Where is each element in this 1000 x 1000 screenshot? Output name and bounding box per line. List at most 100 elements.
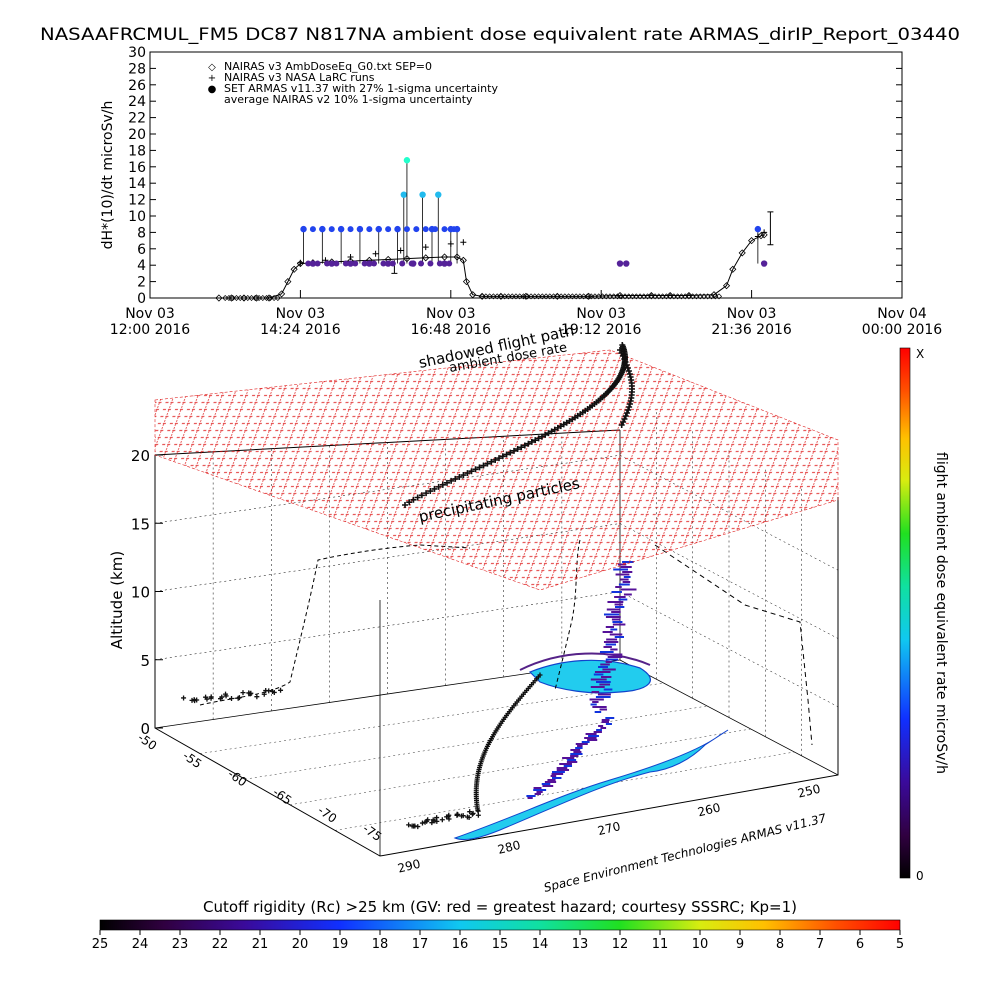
track-mark <box>406 822 412 828</box>
nairas-baseline-point <box>274 295 281 301</box>
colorbar-tick-label: 12 <box>612 937 629 952</box>
armas-point <box>309 260 317 267</box>
ground-projection-track <box>181 672 543 830</box>
armas-point <box>328 260 335 267</box>
right-colorbar-title: flight ambient dose equivalent rate micr… <box>933 452 949 774</box>
legend: ◇ NAIRAS v3 AmbDoseEq_G0.txt SEP=0 + NAIRAS… <box>208 60 499 106</box>
arc-mark <box>548 428 555 435</box>
arc-mark <box>480 462 487 469</box>
larc-plus-point <box>422 244 429 251</box>
track-mark <box>203 694 209 700</box>
track-mark <box>429 820 435 826</box>
nairas-diamond-point <box>469 291 477 299</box>
armas-point <box>616 260 624 267</box>
colorbar-tick-label: 10 <box>692 937 709 952</box>
legend-symbol: ◇ <box>208 62 216 73</box>
arc-mark <box>528 438 535 445</box>
track-mark <box>470 810 476 816</box>
armas-point <box>450 226 457 233</box>
larc-plus-point <box>761 229 768 236</box>
x-tick-label-date: Nov 03 <box>576 306 626 322</box>
track-mark <box>219 694 225 700</box>
colorbar-tick-label: 9 <box>736 937 744 952</box>
arc-mark <box>507 449 514 456</box>
armas-point <box>441 226 448 233</box>
arc-mark <box>625 407 632 413</box>
nairas-diamond-point <box>278 290 286 298</box>
armas-point <box>371 260 378 267</box>
track-mark <box>455 812 461 818</box>
nairas-diamond-point <box>252 294 261 302</box>
y-tick-label: 4 <box>137 258 146 274</box>
y-tick-label: 16 <box>128 160 146 176</box>
armas-point <box>623 260 630 267</box>
ground-track <box>453 652 729 841</box>
colorbar-tick-label: 17 <box>412 937 429 952</box>
track-mark <box>229 696 235 702</box>
armas-point <box>400 191 407 198</box>
colorbar-tick-label: 18 <box>372 937 389 952</box>
y-tick-label: 14 <box>128 176 146 192</box>
arc-mark <box>623 362 630 368</box>
arc-mark <box>423 490 430 497</box>
track-mark <box>278 687 284 693</box>
right-colorbar-top-label: X <box>916 347 924 361</box>
shadow-path-left <box>199 544 471 706</box>
track-mark <box>454 812 460 818</box>
track-mark <box>439 817 445 823</box>
larc-plus-point <box>397 247 404 254</box>
x-tick-label-date: Nov 04 <box>877 306 927 322</box>
larc-plus-point <box>460 239 467 246</box>
arc-mark <box>435 483 442 490</box>
y-tick-label: 6 <box>137 242 146 258</box>
arc-mark <box>410 496 417 503</box>
bottom-colorbar-fill <box>99 919 901 931</box>
arc-mark <box>499 453 506 460</box>
arc-mark <box>521 442 528 449</box>
track-mark <box>425 817 431 823</box>
nairas-diamond-point <box>738 249 746 257</box>
x-tick-label-time: 00:00 2016 <box>862 322 943 338</box>
arc-mark <box>538 433 545 440</box>
armas-point <box>347 260 354 267</box>
arc-mark <box>551 426 558 433</box>
arc-mark <box>452 475 459 482</box>
armas-point <box>338 226 345 233</box>
arc-mark <box>472 466 479 473</box>
shadow-path-mid <box>554 539 581 691</box>
armas-point <box>394 226 401 233</box>
x-tick-label-date: Nov 03 <box>426 306 476 322</box>
lon-tick-label: 290 <box>396 857 422 876</box>
bottom-colorbar: Cutoff rigidity (Rc) >25 km (GV: red = g… <box>92 898 904 952</box>
track-mark <box>422 819 428 825</box>
track-mark <box>419 820 425 826</box>
lon-tick-label: 270 <box>596 819 622 838</box>
arc-mark <box>511 447 518 454</box>
track-mark <box>208 694 214 700</box>
series-group <box>215 157 774 302</box>
track-mark <box>181 695 187 701</box>
y-tick-label: 28 <box>128 61 146 77</box>
y-axis-label: dH*(10)/dt microSv/h <box>100 101 116 250</box>
armas-point <box>413 226 420 233</box>
arc-mark <box>443 479 450 486</box>
armas-point <box>380 260 387 267</box>
y-tick-label: 26 <box>128 78 146 94</box>
y-tick-label: 12 <box>128 193 146 209</box>
armas-point <box>328 226 335 233</box>
grid-line <box>619 591 839 707</box>
arc-mark <box>406 499 413 506</box>
x-tick-label-date: Nov 03 <box>727 306 777 322</box>
arc-mark <box>496 455 503 462</box>
arc-mark <box>545 430 552 437</box>
armas-point <box>418 260 425 267</box>
nairas-diamond-point <box>585 292 593 300</box>
z-tick-label: 15 <box>131 515 150 533</box>
colorbar-tick-label: 7 <box>816 937 824 952</box>
flight-path-arc <box>402 342 635 508</box>
floor-grid-line <box>199 682 664 754</box>
armas-point <box>385 226 392 233</box>
arc-mark <box>554 424 561 431</box>
